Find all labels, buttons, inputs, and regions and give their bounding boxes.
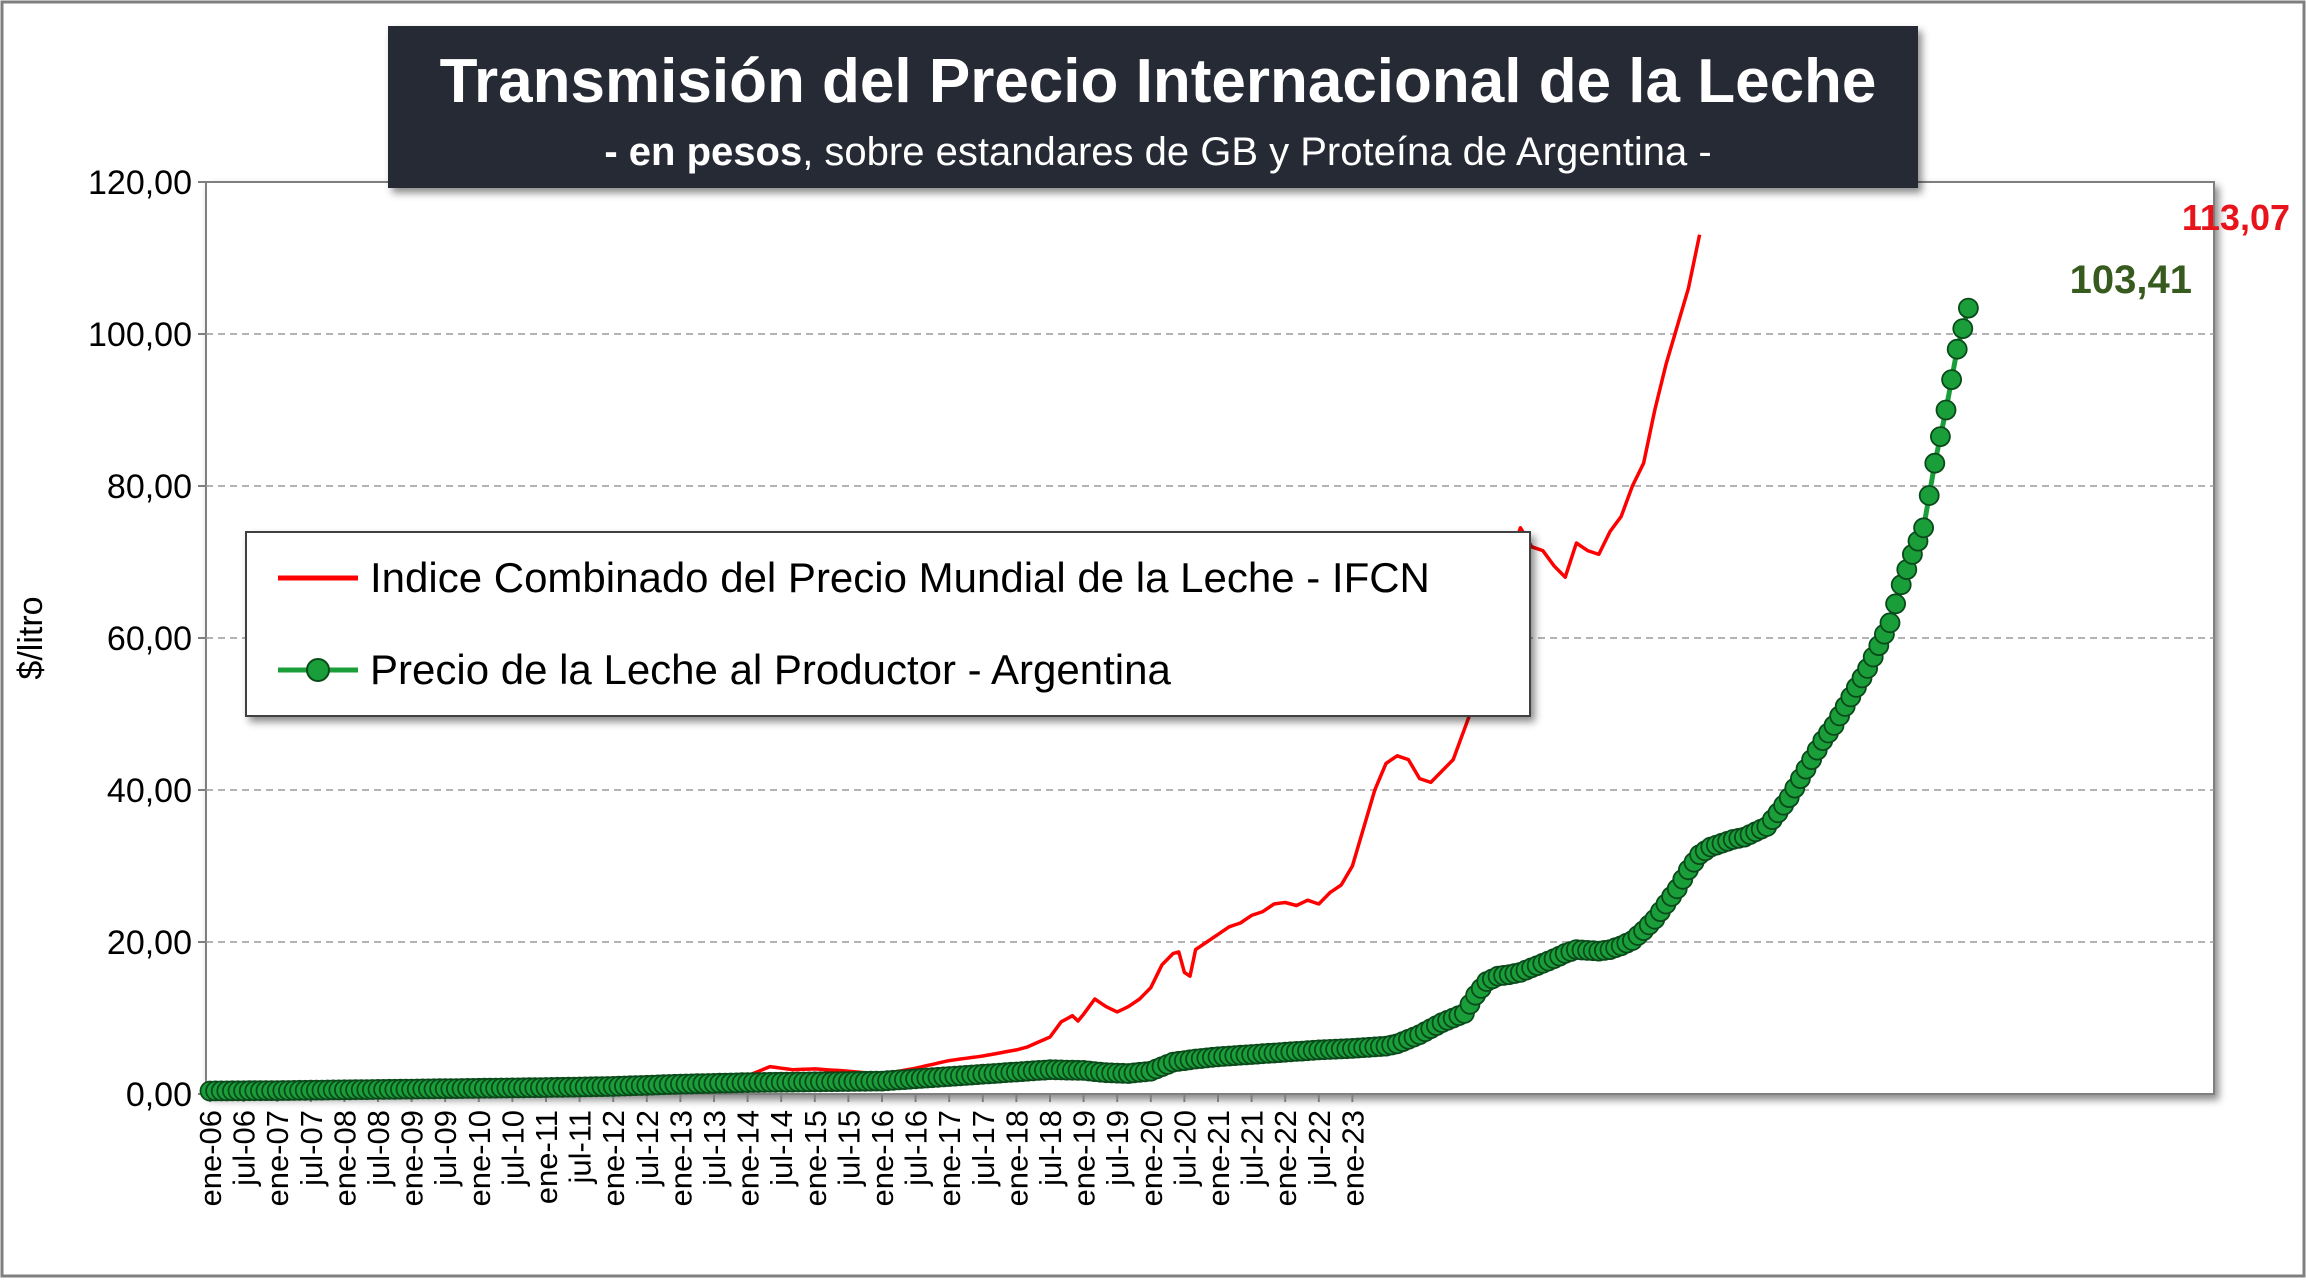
series-layer — [199, 234, 1979, 1102]
x-tick-label: ene-12 — [596, 1110, 631, 1207]
legend-box — [245, 531, 1531, 717]
x-tick-label: ene-10 — [462, 1110, 497, 1207]
title-background — [388, 26, 1918, 188]
x-tick-label: jul-19 — [1100, 1110, 1135, 1187]
data-point-argentina — [1946, 338, 1968, 360]
x-tick-label: ene-14 — [731, 1110, 766, 1207]
x-tick-label: jul-21 — [1235, 1110, 1270, 1187]
x-tick-label: jul-14 — [764, 1110, 799, 1187]
y-axis-title: $/litro — [12, 596, 50, 679]
y-tick-label: 40,00 — [107, 772, 192, 810]
x-tick-label: jul-07 — [294, 1110, 329, 1187]
x-tick-label: jul-20 — [1167, 1110, 1202, 1187]
data-point-argentina — [1935, 399, 1957, 421]
x-tick-label: jul-17 — [966, 1110, 1001, 1187]
data-point-argentina — [1913, 517, 1934, 539]
y-tick-label: 20,00 — [107, 924, 192, 962]
x-tick-label: ene-15 — [798, 1110, 833, 1207]
legend-label-ifcn: Indice Combinado del Precio Mundial de l… — [370, 554, 1430, 601]
chart-subtitle: - en pesos, sobre estandares de GB y Pro… — [604, 130, 1711, 174]
data-point-argentina — [1941, 369, 1962, 391]
subtitle-rest: , sobre estandares de GB y Proteína de A… — [802, 130, 1711, 174]
x-tick-label: ene-23 — [1335, 1110, 1370, 1207]
chart-title: Transmisión del Precio Internacional de … — [440, 47, 1877, 116]
data-point-argentina — [1930, 426, 1951, 448]
y-tick-label: 60,00 — [107, 620, 192, 658]
x-tick-label: ene-09 — [395, 1110, 430, 1207]
x-tick-label: ene-21 — [1201, 1110, 1236, 1207]
x-tick-label: ene-11 — [529, 1110, 564, 1204]
data-label-ifcn-last: 113,07 — [2182, 197, 2290, 238]
data-point-argentina — [1918, 485, 1940, 506]
x-tick-label: jul-16 — [899, 1110, 934, 1187]
x-tick-label: jul-22 — [1302, 1110, 1337, 1187]
data-point-argentina — [1924, 452, 1946, 474]
x-tick-label: ene-19 — [1067, 1110, 1102, 1207]
legend-label-argentina: Precio de la Leche al Productor - Argent… — [370, 646, 1171, 693]
x-tick-label: ene-06 — [193, 1110, 228, 1207]
x-tick-label: ene-08 — [327, 1110, 362, 1207]
legend: Indice Combinado del Precio Mundial de l… — [245, 531, 1531, 717]
x-tick-label: jul-10 — [495, 1110, 530, 1187]
data-point-argentina — [1952, 318, 1974, 340]
y-tick-label: 0,00 — [126, 1076, 192, 1114]
x-tick-label: jul-06 — [227, 1110, 262, 1187]
subtitle-bold: - en pesos — [604, 130, 802, 174]
x-tick-labels: ene-06jul-06ene-07jul-07ene-08jul-08ene-… — [193, 1094, 1370, 1207]
x-tick-label: ene-18 — [999, 1110, 1034, 1207]
y-tick-label: 100,00 — [88, 316, 192, 354]
x-tick-label: ene-16 — [865, 1110, 900, 1207]
x-tick-label: jul-11 — [563, 1110, 598, 1185]
x-tick-label: jul-09 — [428, 1110, 463, 1187]
y-tick-labels: 0,00 20,00 40,00 60,00 80,00 100,00 120,00 — [88, 164, 206, 1114]
x-tick-label: ene-07 — [260, 1110, 295, 1207]
y-tick-label: 120,00 — [88, 164, 192, 202]
data-point-argentina — [1885, 593, 1906, 615]
x-tick-label: ene-17 — [932, 1110, 967, 1207]
x-tick-label: jul-15 — [831, 1110, 866, 1187]
x-tick-label: ene-22 — [1268, 1110, 1303, 1207]
data-point-argentina — [1879, 612, 1901, 634]
x-tick-label: jul-13 — [697, 1110, 732, 1187]
y-tick-label: 80,00 — [107, 468, 192, 506]
x-tick-label: ene-20 — [1134, 1110, 1169, 1207]
title-box: Transmisión del Precio Internacional de … — [388, 26, 1918, 188]
x-tick-label: ene-13 — [663, 1110, 698, 1207]
x-tick-label: jul-12 — [630, 1110, 665, 1187]
data-label-argentina-last: 103,41 — [2070, 258, 2192, 302]
data-point-argentina — [1958, 297, 1979, 319]
x-tick-label: jul-18 — [1033, 1110, 1068, 1187]
x-tick-label: jul-08 — [361, 1110, 396, 1187]
legend-marker-argentina — [306, 658, 330, 682]
